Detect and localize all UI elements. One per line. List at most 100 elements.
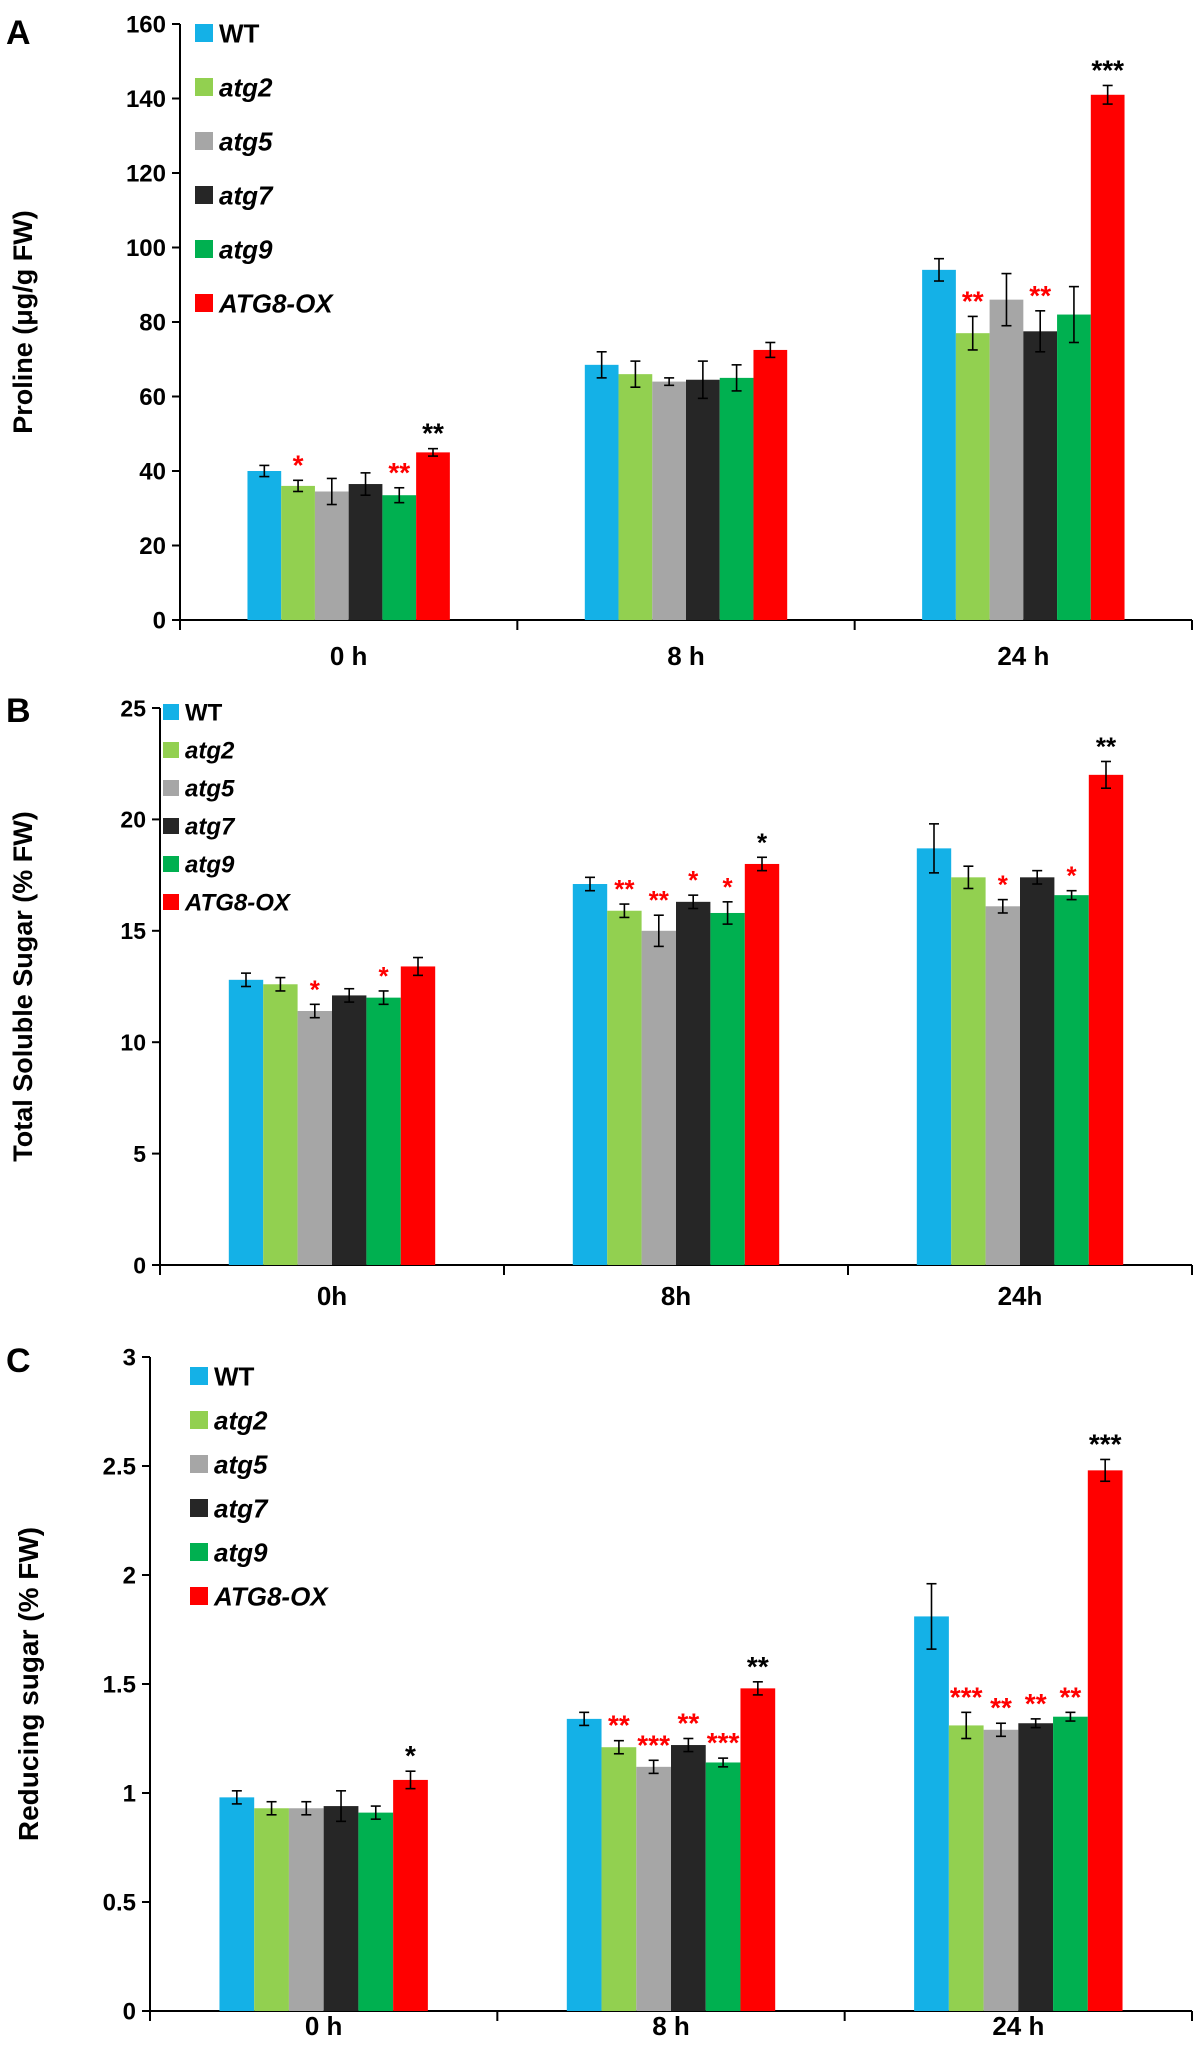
y-tick-label: 0	[133, 1252, 146, 1278]
x-tick-label: 0 h	[305, 2011, 343, 2041]
bar-atg9-1	[705, 1762, 741, 2011]
panel-letter-a: A	[6, 14, 31, 52]
legend-label-wt: WT	[214, 1361, 255, 1391]
significance-marker: ***	[1089, 1428, 1122, 1459]
bar-atg9-0	[366, 997, 401, 1265]
y-tick-label: 1.5	[103, 1672, 136, 1699]
significance-marker: **	[747, 1651, 769, 1682]
chart-panel-c: C Reducing sugar (% FW) 0 0.5 1 1.5 2 2.5 3 0 h 8 …	[6, 1342, 1193, 2041]
legend-swatch-atg5	[163, 780, 179, 796]
significance-marker: *	[723, 872, 734, 902]
y-tick-label: 3	[123, 1345, 136, 1372]
chart-panel-b: B Total Soluble Sugar (% FW) 0 5 10 15 20 25 0h 8…	[6, 692, 1193, 1311]
legend-swatch-atg8-ox	[163, 894, 179, 910]
bar-atg9-0	[358, 1812, 394, 2011]
significance-marker: ***	[707, 1727, 740, 1758]
y-tick-label: 20	[120, 807, 146, 833]
panel-letter-c: C	[6, 1342, 31, 1380]
x-tick-label: 8 h	[667, 641, 705, 671]
bar-atg5-1	[652, 381, 686, 620]
significance-marker: *	[293, 449, 304, 480]
legend-label-atg2: atg2	[185, 738, 235, 765]
significance-marker: ***	[637, 1729, 670, 1760]
bar-atg2-0	[254, 1808, 289, 2011]
bar-atg2-0	[281, 485, 315, 620]
bar-atg9-2	[1054, 895, 1089, 1265]
bar-atg5-1	[636, 1766, 671, 2011]
significance-marker: **	[677, 1708, 699, 1739]
bar-atg7-2	[1023, 331, 1058, 620]
legend-swatch-atg5	[190, 1455, 208, 1473]
significance-marker: **	[1025, 1688, 1047, 1719]
x-tick-label: 0 h	[330, 641, 368, 671]
legend-swatch-atg2	[195, 78, 213, 96]
bar-atg7-2	[1018, 1723, 1054, 2011]
y-tick-label: 80	[139, 310, 166, 337]
bar-atg8-ox-1	[744, 863, 780, 1265]
y-tick-label: 120	[126, 161, 166, 188]
bar-atg8-ox-0	[393, 1779, 428, 2011]
bar-atg9-2	[1053, 1716, 1088, 2011]
bar-atg8-ox-2	[1087, 1470, 1123, 2011]
significance-marker: *	[688, 865, 699, 895]
legend-swatch-atg7	[195, 186, 213, 204]
legend-label-atg8-ox: ATG8-OX	[213, 1581, 329, 1611]
legend-label-atg2: atg2	[214, 1405, 268, 1435]
y-tick-label: 2.5	[103, 1454, 136, 1481]
significance-marker: **	[1029, 280, 1051, 311]
legend-label-atg7: atg7	[185, 814, 236, 841]
y-axis-title: Total Soluble Sugar (% FW)	[8, 811, 38, 1162]
bar-atg5-2	[989, 299, 1024, 620]
bar-atg2-1	[607, 910, 642, 1265]
x-tick-label: 8h	[661, 1281, 691, 1311]
y-tick-label: 25	[120, 695, 146, 721]
legend-label-atg8-ox: ATG8-OX	[218, 288, 334, 318]
legend-label-atg5: atg5	[214, 1449, 268, 1479]
significance-marker: **	[422, 418, 444, 449]
bar-wt-2	[922, 269, 956, 620]
legend-label-atg9: atg9	[185, 852, 235, 879]
bar-wt-0	[247, 471, 282, 620]
legend-label-atg5: atg5	[185, 776, 235, 803]
bar-atg9-2	[1057, 314, 1091, 620]
bar-atg8-ox-0	[416, 452, 450, 620]
y-tick-label: 40	[139, 459, 166, 486]
bar-wt-1	[572, 884, 608, 1265]
bar-wt-2	[914, 1616, 949, 2011]
y-axis-title: Proline (μg/g FW)	[8, 210, 38, 434]
legend-swatch-wt	[190, 1367, 208, 1385]
legend-label-wt: WT	[219, 18, 260, 48]
legend-swatch-atg7	[190, 1499, 208, 1517]
bar-atg7-0	[348, 484, 383, 620]
legend-swatch-atg8-ox	[195, 294, 213, 312]
bar-wt-1	[584, 364, 619, 620]
bar-atg9-1	[719, 377, 754, 620]
legend-swatch-atg9	[195, 240, 213, 258]
bar-atg2-1	[601, 1747, 637, 2011]
bar-atg5-2	[985, 906, 1020, 1265]
significance-marker: ***	[950, 1681, 983, 1712]
x-tick-label: 8 h	[652, 2011, 690, 2041]
significance-marker: **	[990, 1692, 1012, 1723]
bar-atg9-0	[382, 495, 417, 620]
bar-atg9-1	[710, 912, 745, 1265]
bar-atg5-1	[641, 930, 676, 1265]
legend-label-atg2: atg2	[219, 72, 273, 102]
bar-atg7-1	[686, 379, 720, 620]
y-tick-label: 15	[120, 918, 146, 944]
legend-label-atg7: atg7	[219, 180, 274, 210]
significance-marker: ***	[1091, 54, 1124, 85]
bar-atg8-ox-0	[400, 966, 436, 1265]
bar-atg5-0	[288, 1808, 324, 2011]
legend-label-atg7: atg7	[214, 1493, 269, 1523]
significance-marker: **	[962, 285, 984, 316]
legend-swatch-wt	[195, 24, 213, 42]
bar-atg5-2	[983, 1729, 1019, 2011]
legend-label-atg5: atg5	[219, 126, 273, 156]
legend-label-atg8-ox: ATG8-OX	[184, 890, 292, 917]
significance-marker: **	[649, 885, 670, 915]
legend-swatch-atg9	[190, 1543, 208, 1561]
bar-atg5-0	[314, 491, 349, 620]
x-tick-label: 24 h	[997, 641, 1049, 671]
